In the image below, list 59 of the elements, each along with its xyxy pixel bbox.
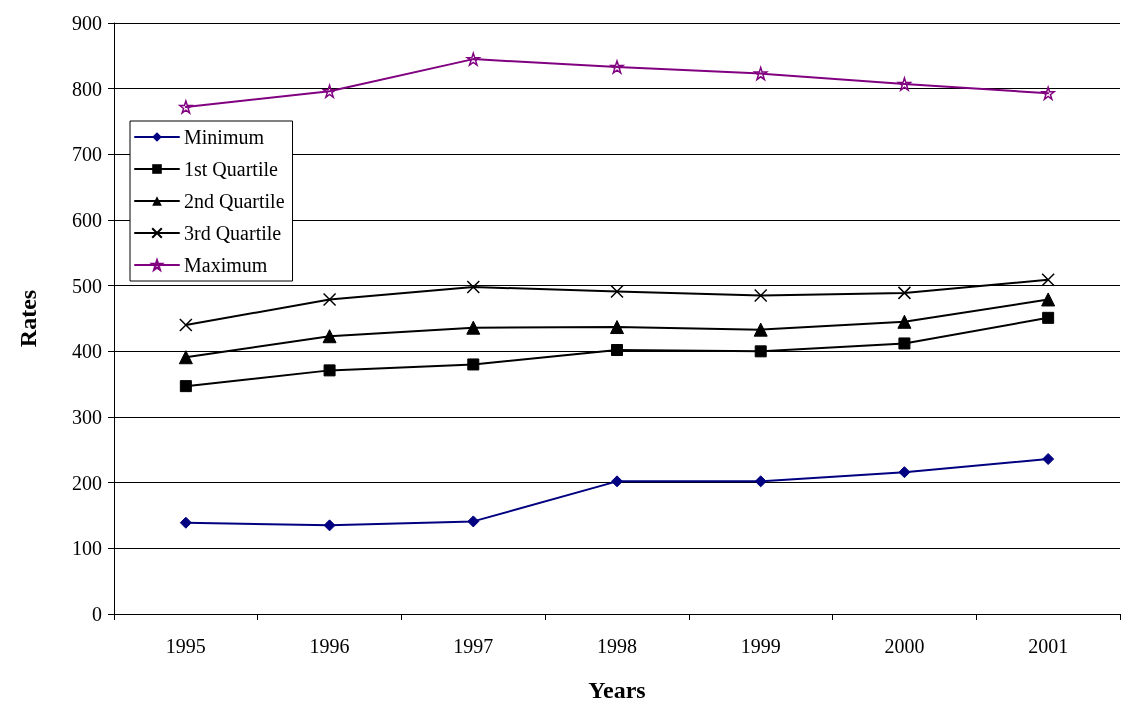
point	[467, 515, 480, 528]
point	[753, 322, 768, 337]
point	[467, 358, 480, 371]
point	[179, 318, 193, 332]
point	[322, 292, 337, 307]
point	[323, 364, 336, 377]
x-tick-label: 1996	[309, 635, 350, 657]
point	[1041, 273, 1055, 287]
point	[466, 280, 481, 294]
point	[1041, 292, 1056, 307]
legend-label: Maximum	[184, 254, 268, 276]
point	[179, 380, 192, 393]
x-tick-label: 1997	[453, 635, 494, 657]
point	[610, 320, 624, 335]
point	[179, 516, 192, 529]
point	[753, 288, 768, 303]
x-tick-label: 2001	[1028, 635, 1069, 657]
y-tick-label: 800	[72, 77, 102, 100]
point	[754, 345, 767, 358]
x-tick-label: 2000	[884, 635, 925, 657]
point	[322, 329, 337, 344]
point	[322, 84, 337, 99]
legend-label: 1st Quartile	[184, 158, 278, 180]
y-axis-title: Rates	[15, 289, 41, 348]
x-tick-label: 1995	[165, 635, 206, 657]
y-tick-label: 400	[72, 340, 102, 363]
x-tick-label: 1998	[597, 635, 637, 657]
point	[897, 286, 912, 300]
point	[466, 52, 481, 66]
x-axis-title: Years	[588, 677, 646, 703]
y-tick-label: 500	[72, 274, 102, 297]
point	[178, 350, 193, 365]
legend-label: 3rd Quartile	[184, 222, 282, 244]
point	[753, 66, 768, 81]
point	[897, 77, 912, 91]
point	[610, 60, 624, 74]
point	[1041, 86, 1055, 101]
point	[466, 320, 481, 335]
y-tick-label: 600	[72, 209, 102, 231]
point	[754, 475, 767, 488]
point	[179, 100, 193, 114]
point	[1042, 453, 1055, 466]
legend-label: 2nd Quartile	[184, 190, 285, 212]
point	[323, 519, 336, 532]
y-tick-label: 100	[72, 537, 102, 560]
point	[1042, 311, 1055, 324]
point	[610, 284, 624, 299]
point	[897, 314, 912, 329]
x-tick-label: 1999	[740, 635, 781, 657]
y-tick-label: 700	[72, 143, 102, 166]
y-tick-label: 300	[72, 406, 102, 428]
y-tick-label: 900	[72, 12, 102, 34]
y-tick-label: 200	[72, 471, 102, 494]
point	[898, 466, 911, 479]
legend-label: Minimum	[184, 126, 265, 148]
point	[611, 344, 623, 357]
point	[898, 337, 911, 350]
point	[611, 475, 623, 488]
y-tick-label: 0	[92, 603, 102, 625]
